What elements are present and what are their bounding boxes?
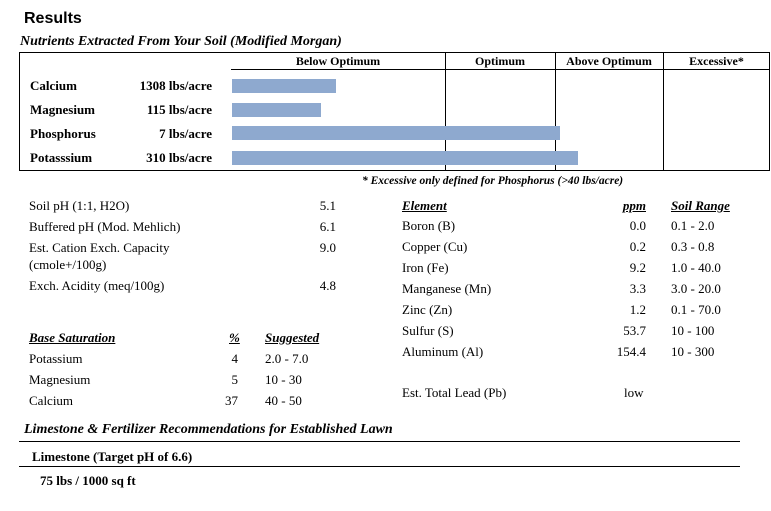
element-ppm: 53.7: [623, 323, 646, 338]
base-name: Calcium: [29, 393, 74, 408]
header-below-optimum: Below Optimum: [231, 52, 445, 70]
nutrient-name: Potasssium: [30, 150, 93, 165]
element-range: 10 - 300: [671, 344, 715, 359]
nutrient-value: 1308 lbs/acre: [139, 78, 212, 93]
base-pct: 5: [231, 372, 239, 387]
excessive-note: * Excessive only defined for Phosphorus …: [362, 175, 624, 187]
nutrient-bar: [232, 79, 337, 93]
divider: [663, 52, 664, 171]
element-range: 0.3 - 0.8: [671, 239, 715, 254]
nutrient-table: [19, 52, 770, 171]
element-name: Copper (Cu): [402, 239, 468, 254]
element-range: 10 - 100: [671, 323, 715, 338]
element-ppm: 3.3: [629, 281, 646, 296]
base-suggested: 40 - 50: [265, 393, 302, 408]
element-name: Aluminum (Al): [402, 344, 484, 359]
element-ppm: 0.0: [629, 218, 646, 233]
nutrient-name: Magnesium: [30, 102, 95, 117]
element-header: Element: [402, 198, 447, 213]
base-suggested: 2.0 - 7.0: [265, 351, 309, 366]
divider: [555, 52, 556, 171]
soil-value: 4.8: [319, 278, 336, 293]
nutrient-bar: [232, 151, 578, 165]
soil-label: Soil pH (1:1, H2O): [29, 198, 130, 213]
lead-label: Est. Total Lead (Pb): [402, 385, 507, 400]
recommendations-title: Limestone & Fertilizer Recommendations f…: [24, 422, 393, 437]
divider: [19, 466, 740, 467]
nutrients-subtitle: Nutrients Extracted From Your Soil (Modi…: [20, 34, 342, 49]
suggested-header: Suggested: [265, 330, 320, 345]
base-pct: 37: [225, 393, 238, 408]
nutrient-name: Phosphorus: [30, 126, 96, 141]
soil-value: 5.1: [319, 198, 336, 213]
nutrient-value: 7 lbs/acre: [159, 126, 212, 141]
element-ppm: 1.2: [629, 302, 646, 317]
nutrient-value: 310 lbs/acre: [146, 150, 212, 165]
soil-label: Buffered pH (Mod. Mehlich): [29, 219, 181, 234]
element-name: Iron (Fe): [402, 260, 449, 275]
nutrient-bar: [232, 103, 322, 117]
nutrient-name: Calcium: [30, 78, 77, 93]
element-ppm: 154.4: [616, 344, 646, 359]
limestone-value: 75 lbs / 1000 sq ft: [40, 473, 136, 488]
header-excessive: Excessive*: [663, 52, 770, 70]
element-range: 0.1 - 2.0: [671, 218, 715, 233]
element-name: Boron (B): [402, 218, 456, 233]
element-range: 3.0 - 20.0: [671, 281, 721, 296]
header-above-optimum: Above Optimum: [555, 52, 663, 70]
soil-label: Exch. Acidity (meq/100g): [29, 278, 165, 293]
limestone-header: Limestone (Target pH of 6.6): [32, 449, 193, 464]
nutrient-value: 115 lbs/acre: [146, 102, 212, 117]
base-pct: 4: [231, 351, 239, 366]
element-name: Zinc (Zn): [402, 302, 453, 317]
nutrient-bar: [232, 126, 561, 140]
ppm-header: ppm: [622, 198, 646, 213]
results-heading: Results: [24, 10, 82, 27]
divider: [445, 52, 446, 171]
base-name: Potassium: [29, 351, 83, 366]
soil-value: 6.1: [319, 219, 336, 234]
soil-label: Est. Cation Exch. Capacity: [29, 240, 170, 255]
soil-value: 9.0: [319, 240, 336, 255]
lead-value: low: [624, 385, 644, 400]
element-ppm: 0.2: [629, 239, 646, 254]
divider: [19, 441, 740, 442]
pct-header: %: [229, 330, 240, 345]
element-ppm: 9.2: [629, 260, 646, 275]
soil-range-header: Soil Range: [671, 198, 730, 213]
element-range: 1.0 - 40.0: [671, 260, 721, 275]
soil-label-units: (cmole+/100g): [29, 257, 107, 272]
base-name: Magnesium: [29, 372, 91, 387]
header-optimum: Optimum: [445, 52, 555, 70]
base-suggested: 10 - 30: [265, 372, 302, 387]
element-name: Manganese (Mn): [402, 281, 492, 296]
base-saturation-header: Base Saturation: [29, 330, 116, 345]
element-range: 0.1 - 70.0: [671, 302, 721, 317]
element-name: Sulfur (S): [402, 323, 454, 338]
